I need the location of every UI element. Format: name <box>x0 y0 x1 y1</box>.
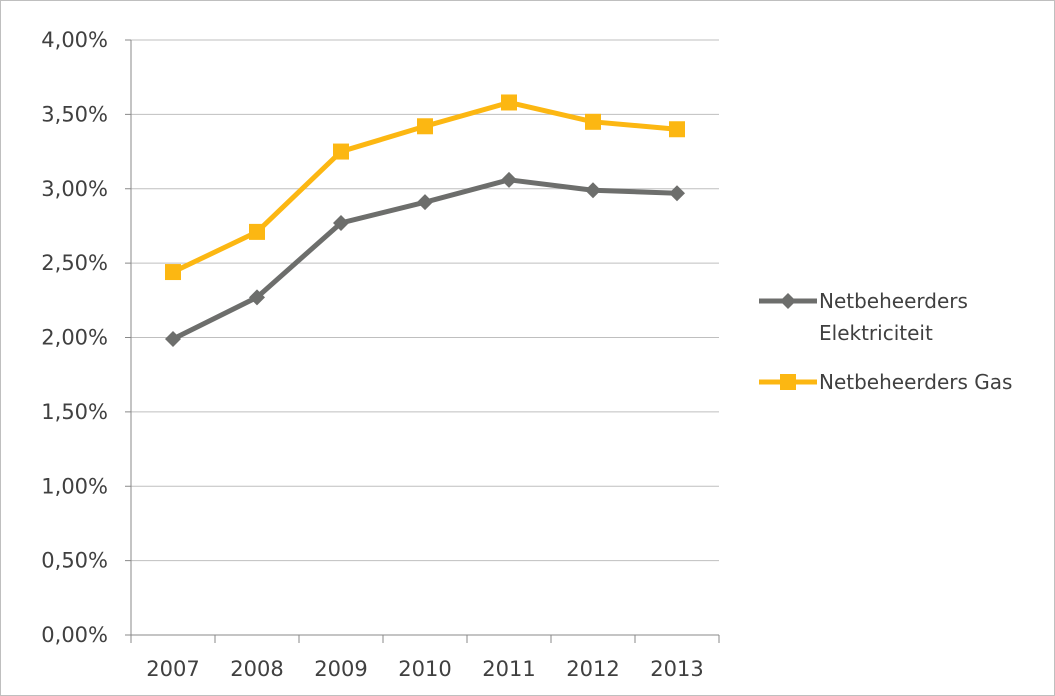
data-point <box>249 223 265 240</box>
y-tick-label: 2,50% <box>41 251 108 275</box>
data-point <box>669 121 685 138</box>
data-point <box>417 118 433 135</box>
gridlines <box>131 39 719 562</box>
y-tick-label: 2,00% <box>41 326 108 350</box>
x-tick-label: 2007 <box>146 657 199 681</box>
legend-marker <box>780 293 796 309</box>
series-2 <box>165 94 685 281</box>
data-point <box>333 143 349 160</box>
legend-label: Netbeheerders <box>819 289 968 313</box>
y-tick-label: 0,00% <box>41 623 108 647</box>
x-tick-label: 2009 <box>314 657 367 681</box>
data-point <box>333 214 349 231</box>
legend-label: Elektriciteit <box>819 321 933 345</box>
y-tick-label: 1,50% <box>41 400 108 424</box>
y-tick-label: 3,00% <box>41 177 108 201</box>
data-point <box>585 182 601 199</box>
data-point <box>249 289 265 306</box>
y-tick-label: 0,50% <box>41 549 108 573</box>
data-point <box>165 264 181 281</box>
axes <box>125 39 720 643</box>
y-tick-label: 4,00% <box>41 28 108 52</box>
x-tick-label: 2012 <box>566 657 619 681</box>
data-point <box>669 185 685 202</box>
data-point <box>585 113 601 130</box>
x-tick-label: 2011 <box>482 657 535 681</box>
data-point <box>501 94 517 111</box>
series-1 <box>165 171 685 347</box>
x-tick-label: 2010 <box>398 657 451 681</box>
y-tick-label: 3,50% <box>41 102 108 126</box>
data-point <box>501 171 517 188</box>
series-lines <box>165 94 685 347</box>
data-point <box>165 330 181 347</box>
legend: Netbeheerders Elektriciteit Netbeheerders … <box>759 289 1012 394</box>
y-tick-label: 1,00% <box>41 474 108 498</box>
legend-entry-1: Netbeheerders Elektriciteit <box>759 289 968 345</box>
legend-marker <box>780 374 796 390</box>
legend-label: Netbeheerders Gas <box>819 370 1012 394</box>
y-axis-tick-labels: 0,00% 0,50% 1,00% 1,50% 2,00% 2,50% 3,00% 3,50%… <box>41 28 108 647</box>
data-point <box>417 194 433 211</box>
legend-entry-2: Netbeheerders Gas <box>759 370 1012 394</box>
x-tick-label: 2008 <box>230 657 283 681</box>
x-tick-label: 2013 <box>650 657 703 681</box>
x-axis-tick-labels: 2007 2008 2009 2010 2011 2012 2013 <box>146 657 703 681</box>
